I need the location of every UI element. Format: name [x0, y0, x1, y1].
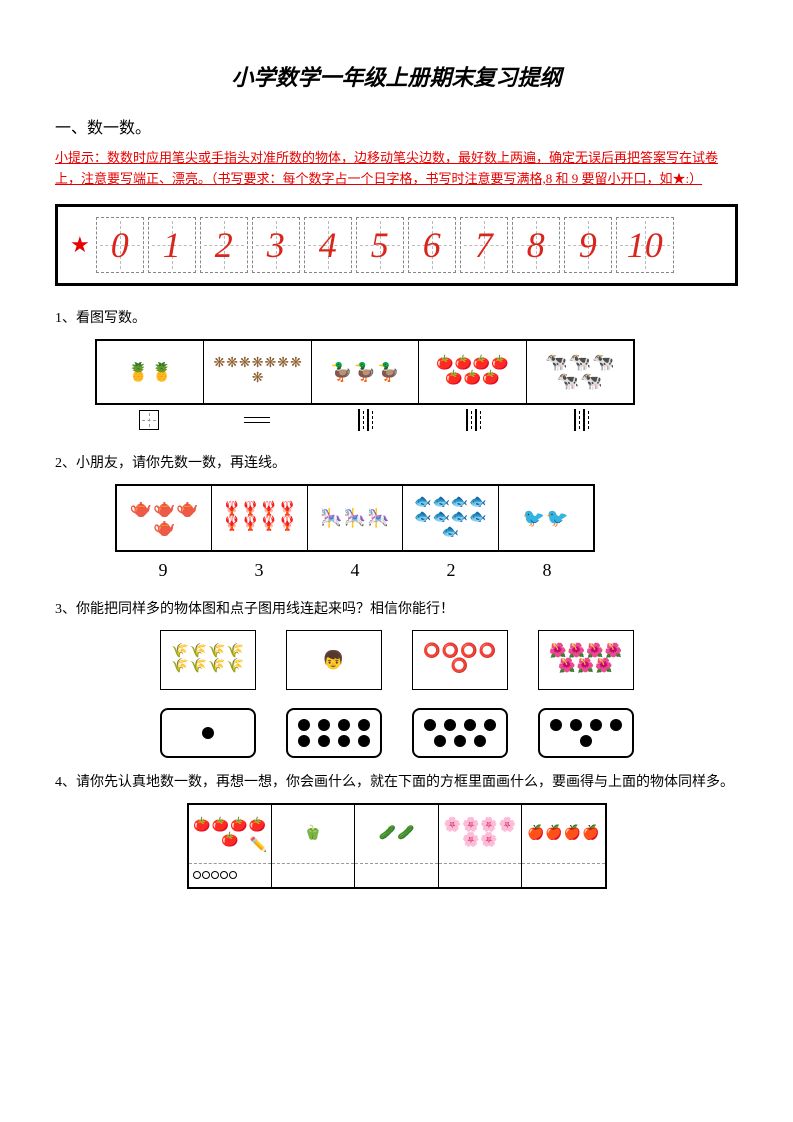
answer-cell[interactable] — [203, 405, 311, 435]
section-heading: 一、数一数。 — [55, 114, 738, 138]
digit-writing-sample: ★ 012345678910 — [55, 204, 738, 286]
match-number[interactable]: 9 — [115, 560, 211, 581]
match-number[interactable]: 3 — [211, 560, 307, 581]
q4-text: 4、请你先认真地数一数，再想一想，你会画什么，就在下面的方框里面画什么，要画得与… — [55, 772, 738, 793]
tip-text: 小提示：数数时应用笔尖或手指头对准所数的物体，边移动笔尖边数，最好数上两遍，确定… — [55, 148, 738, 190]
object-cell[interactable]: 🌺🌺🌺🌺🌺🌺🌺 — [538, 630, 634, 690]
dot-box[interactable] — [160, 708, 256, 758]
draw-cell[interactable]: 🥒🥒 — [355, 805, 438, 887]
dot-box[interactable] — [286, 708, 382, 758]
answer-cell[interactable] — [527, 405, 635, 435]
digit-cell: 8 — [512, 217, 560, 273]
digit-cell: 7 — [460, 217, 508, 273]
figure-cell: 🦆🦆🦆 — [312, 341, 419, 403]
answer-cell[interactable] — [419, 405, 527, 435]
answer-cell[interactable] — [311, 405, 419, 435]
q3-text: 3、你能把同样多的物体图和点子图用线连起来吗？相信你能行！ — [55, 599, 738, 620]
q1-answer-row — [95, 405, 635, 435]
object-cell[interactable]: 👦 — [286, 630, 382, 690]
object-cell[interactable]: ⭕⭕⭕⭕⭕ — [412, 630, 508, 690]
star-icon: ★ — [70, 232, 90, 258]
figure-cell: 🐟🐟🐟🐟🐟🐟🐟🐟🐟 — [403, 486, 498, 550]
q3-object-row: 🌾🌾🌾🌾🌾🌾🌾🌾 👦 ⭕⭕⭕⭕⭕ 🌺🌺🌺🌺🌺🌺🌺 — [55, 630, 738, 690]
q1-figure-row: 🍍🍍❋❋❋❋❋❋❋❋🦆🦆🦆🍅🍅🍅🍅🍅🍅🍅🐄🐄🐄🐄🐄 — [95, 339, 635, 405]
match-number[interactable]: 2 — [403, 560, 499, 581]
digit-cell: 0 — [96, 217, 144, 273]
q2-number-row: 93428 — [115, 560, 595, 581]
q1-text: 1、看图写数。 — [55, 308, 738, 329]
figure-cell: ❋❋❋❋❋❋❋❋ — [204, 341, 311, 403]
draw-cell[interactable]: ✏️🍅🍅🍅🍅🍅 — [189, 805, 272, 887]
answer-cell[interactable] — [95, 405, 203, 435]
figure-cell: 🍅🍅🍅🍅🍅🍅🍅 — [419, 341, 526, 403]
digit-cell: 10 — [616, 217, 674, 273]
draw-cell[interactable]: 🌸🌸🌸🌸🌸🌸 — [439, 805, 522, 887]
digit-cell: 9 — [564, 217, 612, 273]
digit-cell: 6 — [408, 217, 456, 273]
figure-cell: 🦞🦞🦞🦞🦞🦞🦞🦞 — [212, 486, 307, 550]
match-number[interactable]: 8 — [499, 560, 595, 581]
dot-box[interactable] — [538, 708, 634, 758]
figure-cell: 🐦🐦 — [499, 486, 593, 550]
figure-cell: 🎠🎠🎠 — [308, 486, 403, 550]
digit-cell: 2 — [200, 217, 248, 273]
digit-cell: 5 — [356, 217, 404, 273]
object-cell[interactable]: 🌾🌾🌾🌾🌾🌾🌾🌾 — [160, 630, 256, 690]
draw-cell[interactable]: 🍎🍎🍎🍎 — [522, 805, 604, 887]
figure-cell: 🐄🐄🐄🐄🐄 — [527, 341, 633, 403]
q3-dot-row — [55, 708, 738, 758]
draw-cell[interactable]: 🫑 — [272, 805, 355, 887]
q2-text: 2、小朋友，请你先数一数，再连线。 — [55, 453, 738, 474]
digit-cell: 3 — [252, 217, 300, 273]
page-title: 小学数学一年级上册期末复习提纲 — [55, 60, 738, 92]
dot-box[interactable] — [412, 708, 508, 758]
q2-figure-row: 🫖🫖🫖🫖🦞🦞🦞🦞🦞🦞🦞🦞🎠🎠🎠🐟🐟🐟🐟🐟🐟🐟🐟🐟🐦🐦 — [115, 484, 595, 552]
q4-figure-row: ✏️🍅🍅🍅🍅🍅🫑🥒🥒🌸🌸🌸🌸🌸🌸🍎🍎🍎🍎 — [187, 803, 607, 889]
digit-cell: 4 — [304, 217, 352, 273]
figure-cell: 🍍🍍 — [97, 341, 204, 403]
figure-cell: 🫖🫖🫖🫖 — [117, 486, 212, 550]
digit-cell: 1 — [148, 217, 196, 273]
match-number[interactable]: 4 — [307, 560, 403, 581]
